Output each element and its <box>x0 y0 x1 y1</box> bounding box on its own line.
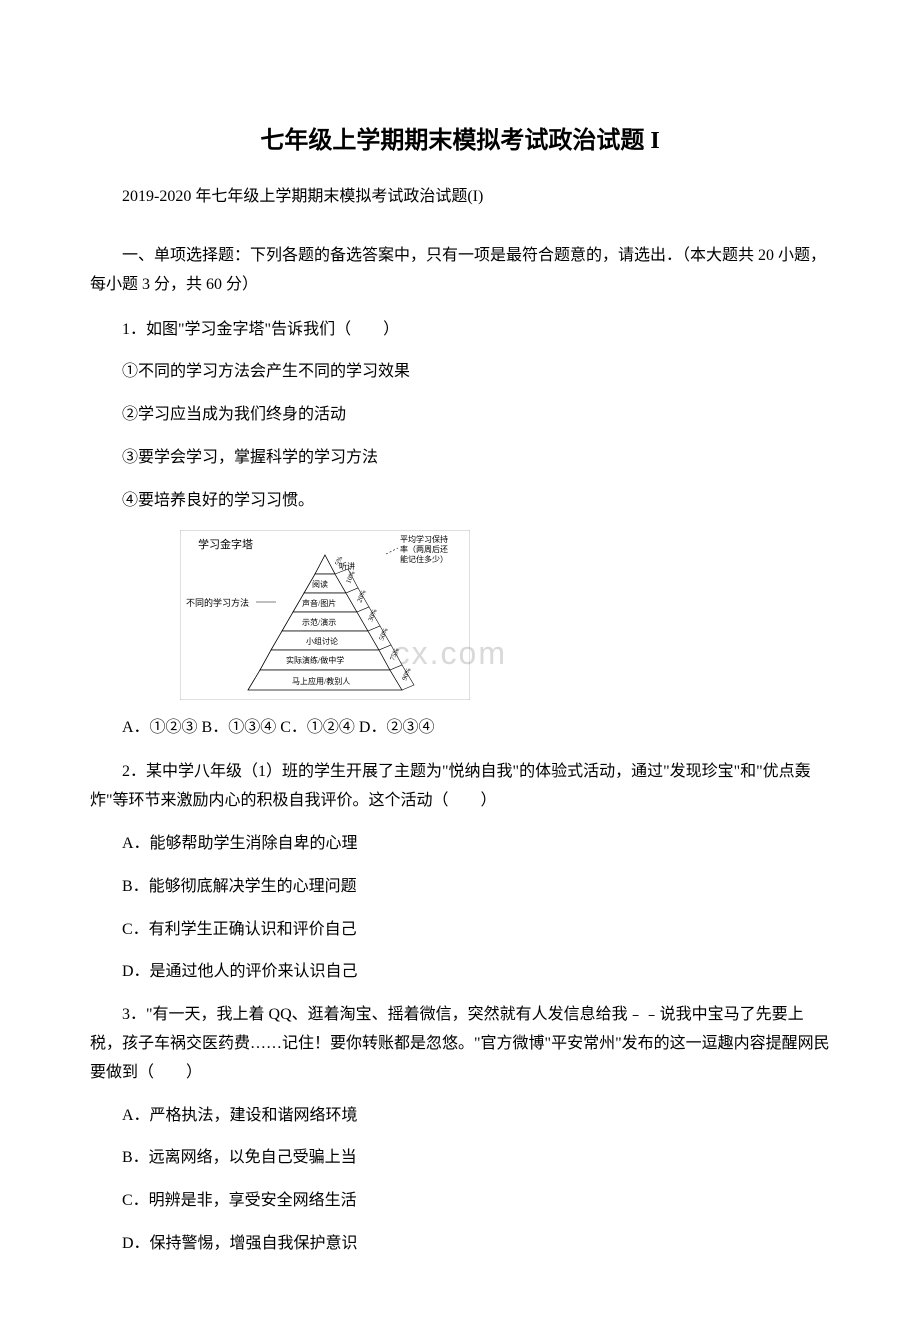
pyramid-level-2: 阅读 <box>312 579 328 589</box>
pyramid-title-right-1: 平均学习保持 <box>400 534 448 544</box>
q1-sub2: ②学习应当成为我们终身的活动 <box>90 401 830 430</box>
q2-optA: A．能够帮助学生消除自卑的心理 <box>90 830 830 859</box>
pyramid-title-left: 学习金字塔 <box>198 537 253 551</box>
q2-optB: B．能够彻底解决学生的心理问题 <box>90 873 830 902</box>
pyramid-title-right-3: 能记住多少） <box>400 554 448 564</box>
q3-optD: D．保持警惕，增强自我保护意识 <box>90 1230 830 1259</box>
q2-stem: 2．某中学八年级（1）班的学生开展了主题为"悦纳自我"的体验式活动，通过"发现珍… <box>90 758 830 816</box>
q2-optC: C．有利学生正确认识和评价自己 <box>90 916 830 945</box>
q3-optB: B．远离网络，以免自己受骗上当 <box>90 1144 830 1173</box>
q3-optA: A．严格执法，建设和谐网络环境 <box>90 1102 830 1131</box>
q1-sub3: ③要学会学习，掌握科学的学习方法 <box>90 444 830 473</box>
pyramid-svg: 学习金字塔 平均学习保持 率（两周后还 能记住多少） 不同的学习方法 听讲 阅读… <box>180 530 470 700</box>
pyramid-level-5: 小组讨论 <box>306 636 338 646</box>
q2-optD: D．是通过他人的评价来认识自己 <box>90 958 830 987</box>
q1-sub4: ④要培养良好的学习习惯。 <box>90 487 830 516</box>
document-subtitle: 2019-2020 年七年级上学期期末模拟考试政治试题(I) <box>90 183 830 212</box>
pyramid-left-label: 不同的学习方法 <box>186 597 249 608</box>
pyramid-level-4: 示范/演示 <box>302 617 336 627</box>
pyramid-level-3: 声音/图片 <box>302 598 336 608</box>
learning-pyramid-figure: w.bdocx.com 学习金字塔 平均学习保持 率（两周后还 能记住多少） 不… <box>180 530 470 700</box>
pyramid-level-7: 马上应用/教别人 <box>292 676 350 686</box>
q1-options: A．①②③ B．①③④ C．①②④ D．②③④ <box>90 714 830 743</box>
pyramid-title-right-2: 率（两周后还 <box>400 544 448 554</box>
q3-optC: C．明辨是非，享受安全网络生活 <box>90 1187 830 1216</box>
document-title: 七年级上学期期末模拟考试政治试题 I <box>90 120 830 163</box>
q1-stem: 1．如图"学习金字塔"告诉我们（ ） <box>90 316 830 345</box>
pyramid-level-6: 实际演练/做中学 <box>286 655 344 665</box>
q1-sub1: ①不同的学习方法会产生不同的学习效果 <box>90 358 830 387</box>
q3-stem: 3．"有一天，我上着 QQ、逛着淘宝、摇着微信，突然就有人发信息给我﹣﹣说我中宝… <box>90 1001 830 1087</box>
section-intro: 一、单项选择题：下列各题的备选答案中，只有一项是最符合题意的，请选出．（本大题共… <box>90 242 830 300</box>
